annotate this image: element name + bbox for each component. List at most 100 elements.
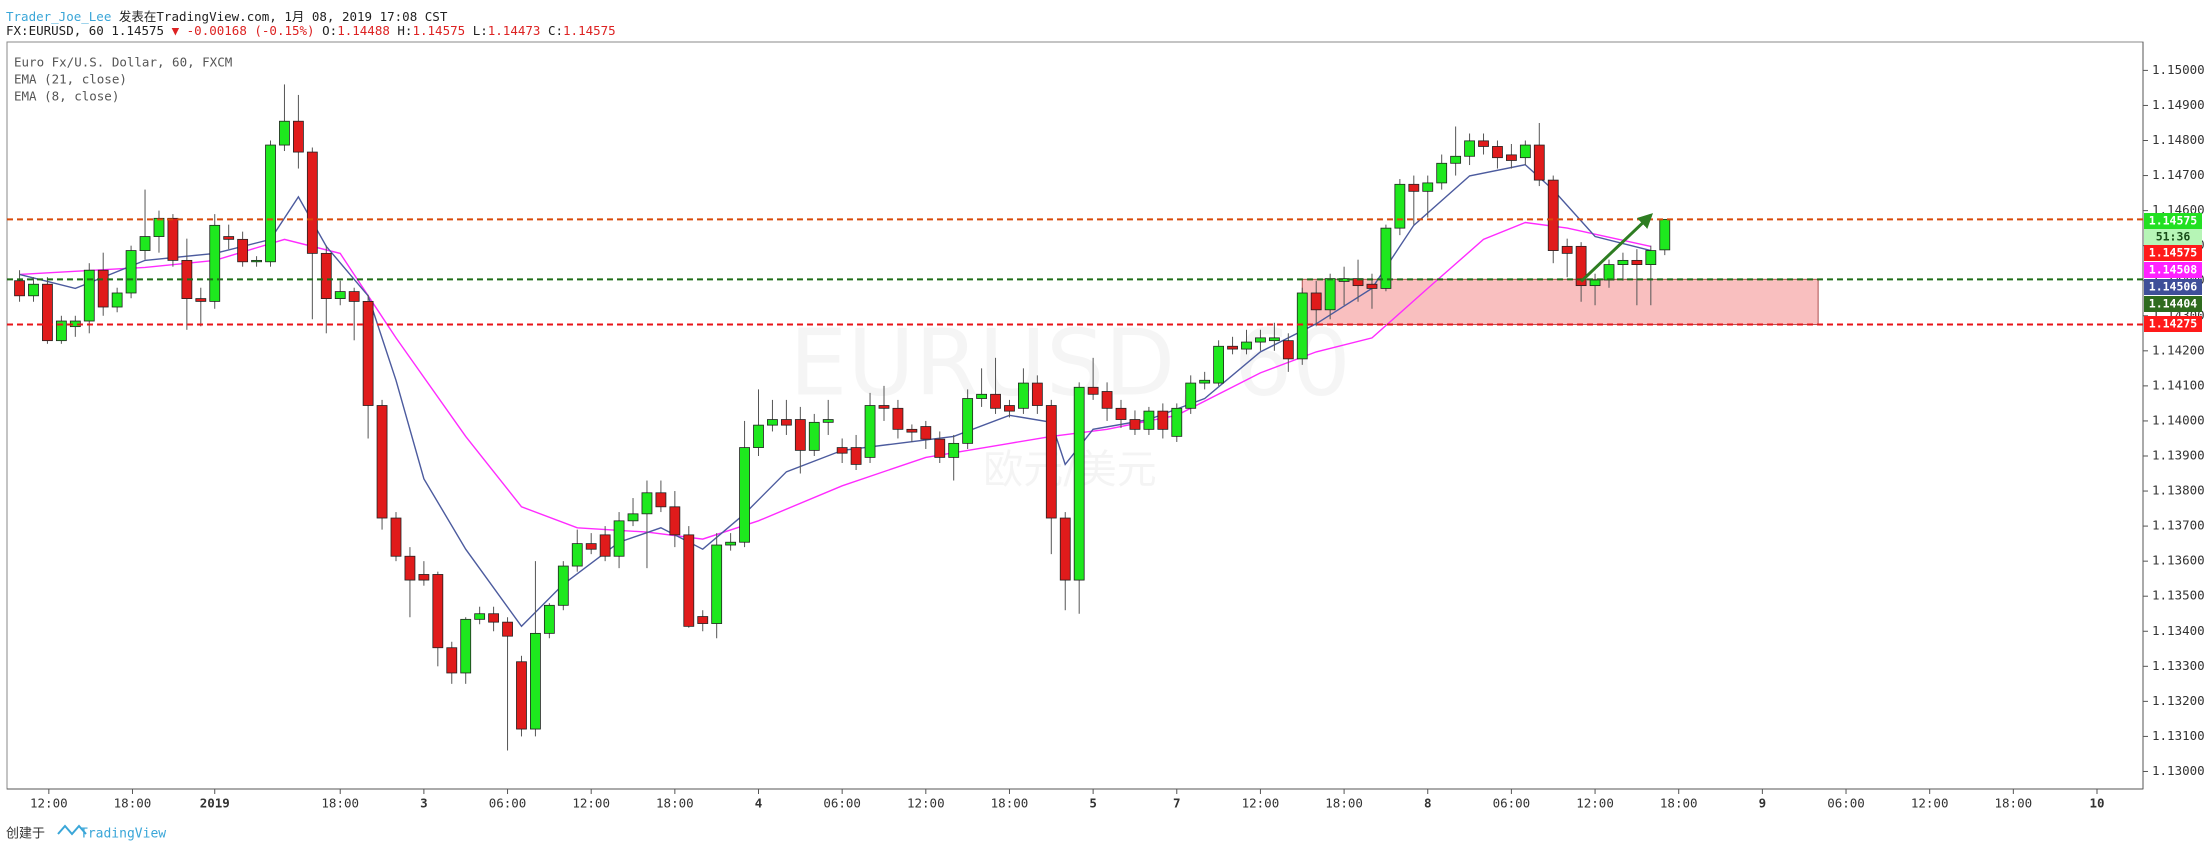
candle-body: [878, 405, 890, 409]
change: ▼ -0.00168 (-0.15%): [171, 23, 315, 38]
y-tick-label: 1.13500: [2152, 588, 2205, 603]
candle-body: [153, 217, 165, 237]
candle-body: [780, 419, 792, 426]
candle-body: [1422, 182, 1434, 192]
x-tick-label: 12:00: [1242, 796, 1280, 811]
candle-body: [83, 269, 95, 322]
price-tag: [2144, 245, 2202, 261]
ema-line: [19, 221, 1651, 540]
ohlc-value: 1.14488: [337, 23, 390, 38]
candle-body: [948, 442, 960, 458]
candle-body: [1645, 250, 1657, 265]
x-tick-label: 06:00: [489, 796, 527, 811]
y-tick-label: 1.14900: [2152, 97, 2205, 112]
candle-body: [111, 292, 123, 308]
price-tag: [2144, 229, 2202, 245]
candle-body: [460, 618, 472, 674]
x-tick-label: 18:00: [1325, 796, 1363, 811]
x-tick-label: 18:00: [321, 796, 359, 811]
price-tag-label: 51:36: [2156, 230, 2191, 244]
candle-body: [739, 447, 750, 543]
candle-body: [1519, 144, 1531, 159]
legend-entry: EMA (21, close): [14, 72, 127, 87]
candle-body: [892, 407, 904, 430]
candle-body: [920, 426, 932, 440]
x-tick-label: 18:00: [1995, 796, 2033, 811]
candle-body: [376, 405, 388, 519]
candle-body: [976, 393, 987, 399]
candle-body: [432, 574, 444, 649]
candle-body: [1324, 278, 1336, 311]
x-tick-label: 10: [2089, 796, 2104, 811]
candle-body: [390, 517, 402, 557]
candle-body: [1073, 386, 1085, 581]
y-tick-label: 1.13600: [2152, 553, 2205, 568]
candle-body: [1143, 410, 1155, 430]
candle-body: [1436, 162, 1448, 184]
y-tick-label: 1.15000: [2152, 62, 2205, 77]
candle-body: [209, 224, 221, 302]
candle-body: [1059, 517, 1071, 581]
candle-body: [1268, 337, 1280, 342]
x-tick-label: 8: [1424, 796, 1432, 811]
y-tick-label: 1.14800: [2152, 132, 2205, 147]
candle-body: [1547, 179, 1559, 251]
candle-body: [641, 492, 653, 515]
y-tick-label: 1.13900: [2152, 447, 2205, 462]
candle-body: [1659, 218, 1671, 251]
candle-body: [1617, 259, 1629, 265]
candle-body: [14, 280, 25, 297]
candle-body: [334, 291, 346, 299]
candle-body: [1101, 391, 1113, 409]
candle-body: [1296, 292, 1308, 360]
candle-body: [42, 283, 53, 342]
x-tick-label: 9: [1759, 796, 1767, 811]
candle-body: [711, 544, 723, 624]
y-tick-label: 1.13800: [2152, 483, 2205, 498]
price-tag: [2144, 279, 2202, 295]
candle-body: [864, 405, 876, 458]
x-tick-label: 12:00: [1911, 796, 1949, 811]
x-tick-label: 06:00: [823, 796, 861, 811]
candle-body: [585, 543, 597, 550]
candle-body: [55, 320, 67, 342]
candle-body: [822, 419, 834, 423]
candle-body: [1199, 379, 1211, 384]
watermark: 欧元/美元: [983, 447, 1156, 493]
candle-body: [850, 447, 862, 465]
candle-body: [1018, 382, 1029, 409]
candle-body: [599, 534, 611, 557]
candle-body: [990, 393, 1001, 409]
price-tag-label: 1.14508: [2149, 263, 2198, 277]
ohlc-value: 1.14575: [563, 23, 616, 38]
candle-body: [292, 120, 304, 153]
candle-body: [125, 250, 137, 294]
candle-body: [1045, 405, 1057, 519]
ema-line: [19, 163, 1651, 628]
candle-body: [794, 419, 806, 451]
candle-body: [1227, 345, 1238, 350]
x-tick-label: 18:00: [1660, 796, 1698, 811]
candle-body: [348, 291, 360, 302]
candle-body: [669, 506, 681, 536]
candle-body: [530, 632, 541, 730]
candle-body: [195, 298, 207, 302]
candle-body: [1213, 345, 1225, 384]
ohlc-key: O:: [322, 23, 338, 38]
candle-body: [404, 555, 416, 581]
x-tick-label: 18:00: [114, 796, 152, 811]
candle-body: [1157, 410, 1169, 430]
y-tick-label: 1.13400: [2152, 623, 2205, 638]
candle-body: [502, 621, 513, 637]
last-price: 1.14575: [111, 23, 165, 38]
candle-body: [1506, 154, 1517, 161]
candle-body: [1087, 386, 1099, 395]
price-tag: [2144, 213, 2202, 229]
candle-body: [1031, 382, 1043, 406]
candle-body: [97, 269, 109, 308]
candle-body: [557, 565, 569, 606]
price-tag: [2144, 296, 2202, 312]
x-tick-label: 5: [1089, 796, 1097, 811]
price-tag-label: 1.14575: [2149, 246, 2198, 260]
x-tick-label: 12:00: [572, 796, 610, 811]
